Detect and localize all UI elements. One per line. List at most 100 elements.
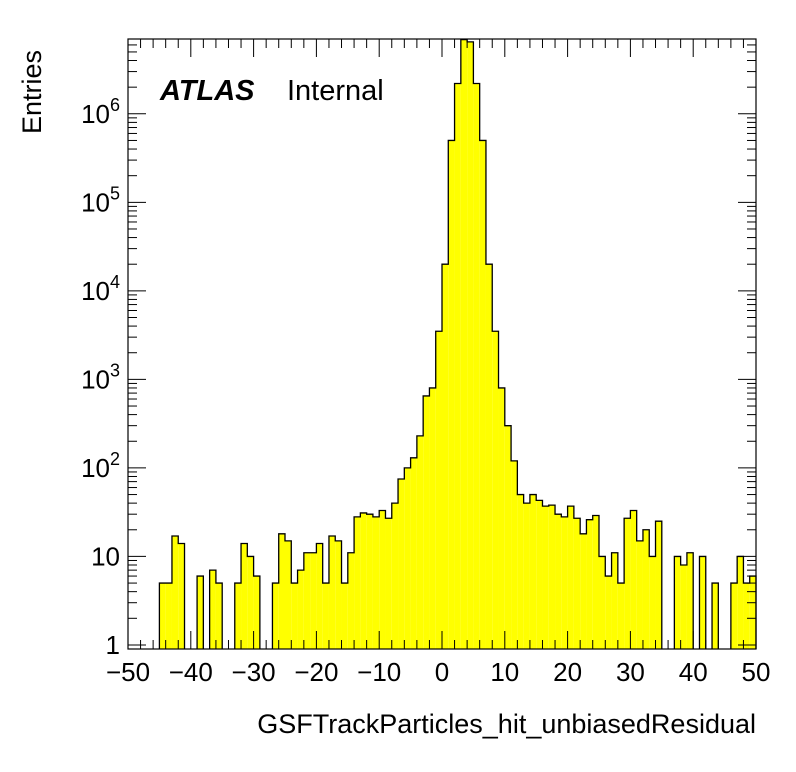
histogram-bar [674, 556, 681, 649]
histogram-bar [548, 505, 556, 649]
histogram-bar [454, 83, 461, 649]
histogram-bar [686, 552, 694, 649]
histogram-bar [605, 576, 612, 649]
histogram-bar [617, 583, 625, 649]
histogram-bar [316, 543, 323, 649]
y-tick-label: 10 [91, 541, 120, 571]
histogram-bar [385, 518, 392, 649]
histogram-bar [599, 556, 606, 649]
histogram-bar [655, 521, 662, 649]
y-tick-label: 103 [81, 360, 120, 394]
histogram-bar [291, 583, 298, 649]
histogram-bar [297, 570, 304, 649]
histogram-bar [335, 540, 342, 649]
y-tick-label: 1 [106, 630, 120, 660]
histogram-bar [322, 583, 329, 649]
histogram-bars [158, 38, 757, 650]
x-tick-label: −20 [294, 657, 338, 687]
histogram-bar [272, 583, 279, 649]
x-axis-ticks [127, 39, 757, 649]
histogram-bar [197, 576, 204, 649]
histogram-bar [573, 518, 581, 649]
histogram-bar [360, 512, 367, 649]
histogram-bar [416, 435, 424, 649]
histogram-bar [737, 556, 744, 649]
histogram-bar [379, 510, 386, 649]
histogram-bar [561, 516, 568, 649]
x-axis-title: GSFTrackParticles_hit_unbiasedResidual [257, 709, 756, 739]
histogram-bar [347, 552, 355, 649]
histogram-bar [341, 583, 348, 649]
y-tick-label: 102 [81, 449, 120, 483]
histogram-bar [404, 467, 411, 649]
histogram-bar [511, 460, 518, 649]
histogram-bar [642, 529, 650, 649]
histogram-bar [730, 583, 738, 649]
histogram-bar [542, 506, 549, 649]
x-tick-label: −30 [232, 657, 276, 687]
histogram-bar [749, 576, 756, 649]
histogram-bar [215, 583, 223, 649]
x-tick-label: 20 [553, 657, 582, 687]
histogram-bar [209, 570, 216, 649]
histogram-bar [467, 41, 474, 650]
x-tick-label: 50 [742, 657, 771, 687]
x-tick-label: −50 [106, 657, 150, 687]
histogram-bar [234, 583, 242, 649]
histogram-bar [479, 140, 486, 649]
histogram-bar [178, 543, 185, 649]
y-axis-ticks [128, 38, 756, 646]
histogram-bar [372, 516, 380, 649]
histogram-bar [435, 331, 442, 649]
x-tick-label: 0 [435, 657, 449, 687]
histogram-bar [366, 514, 373, 649]
x-tick-label: 40 [679, 657, 708, 687]
x-tick-label: 10 [490, 657, 519, 687]
histogram-bar [580, 533, 587, 649]
histogram-bar [159, 583, 166, 649]
histogram-bar [473, 83, 480, 649]
histogram-bar [253, 576, 260, 649]
histogram-bar [523, 503, 530, 649]
histogram-bar [743, 583, 750, 649]
histogram-bar [171, 536, 179, 649]
histogram-bar [485, 264, 493, 649]
histogram-bar [649, 556, 656, 649]
y-tick-label: 105 [81, 183, 120, 217]
histogram-bar [517, 494, 524, 649]
histogram-bar [285, 540, 292, 649]
histogram-bar [247, 556, 254, 649]
histogram-bar [398, 478, 405, 649]
x-tick-label: 30 [616, 657, 645, 687]
x-tick-label: −40 [169, 657, 213, 687]
histogram-bar [423, 395, 430, 649]
histogram-bar [567, 506, 574, 649]
histogram-bar [303, 552, 311, 649]
histogram-bar [592, 515, 599, 649]
x-tick-labels: −50 −40 −30 −20 −10 0 10 20 30 40 50 [106, 657, 771, 687]
histogram-bar [328, 536, 336, 649]
histogram-bar [529, 494, 537, 649]
histogram-bar [391, 503, 399, 649]
histogram-bar [555, 514, 562, 649]
histogram-bar [492, 331, 499, 649]
histogram-bar [310, 552, 317, 649]
histogram-bar [624, 518, 631, 649]
histogram-bar [611, 552, 618, 649]
histogram-bar [712, 583, 719, 649]
histogram-bar [448, 140, 455, 649]
histogram-bar [460, 39, 468, 650]
y-tick-label: 106 [81, 95, 120, 129]
histogram-bar [410, 457, 417, 649]
y-tick-label: 104 [81, 272, 120, 306]
histogram-bar [498, 387, 505, 649]
histogram-bar [241, 543, 248, 649]
histogram-bar [630, 510, 637, 649]
internal-label: Internal [287, 75, 384, 107]
atlas-label: ATLAS [159, 75, 255, 107]
y-tick-labels: 1 10 102 103 104 105 106 [81, 95, 120, 660]
histogram-bar [536, 500, 543, 649]
histogram-bar [442, 264, 449, 649]
histogram-bar [165, 583, 172, 649]
histogram-bar [504, 425, 512, 649]
